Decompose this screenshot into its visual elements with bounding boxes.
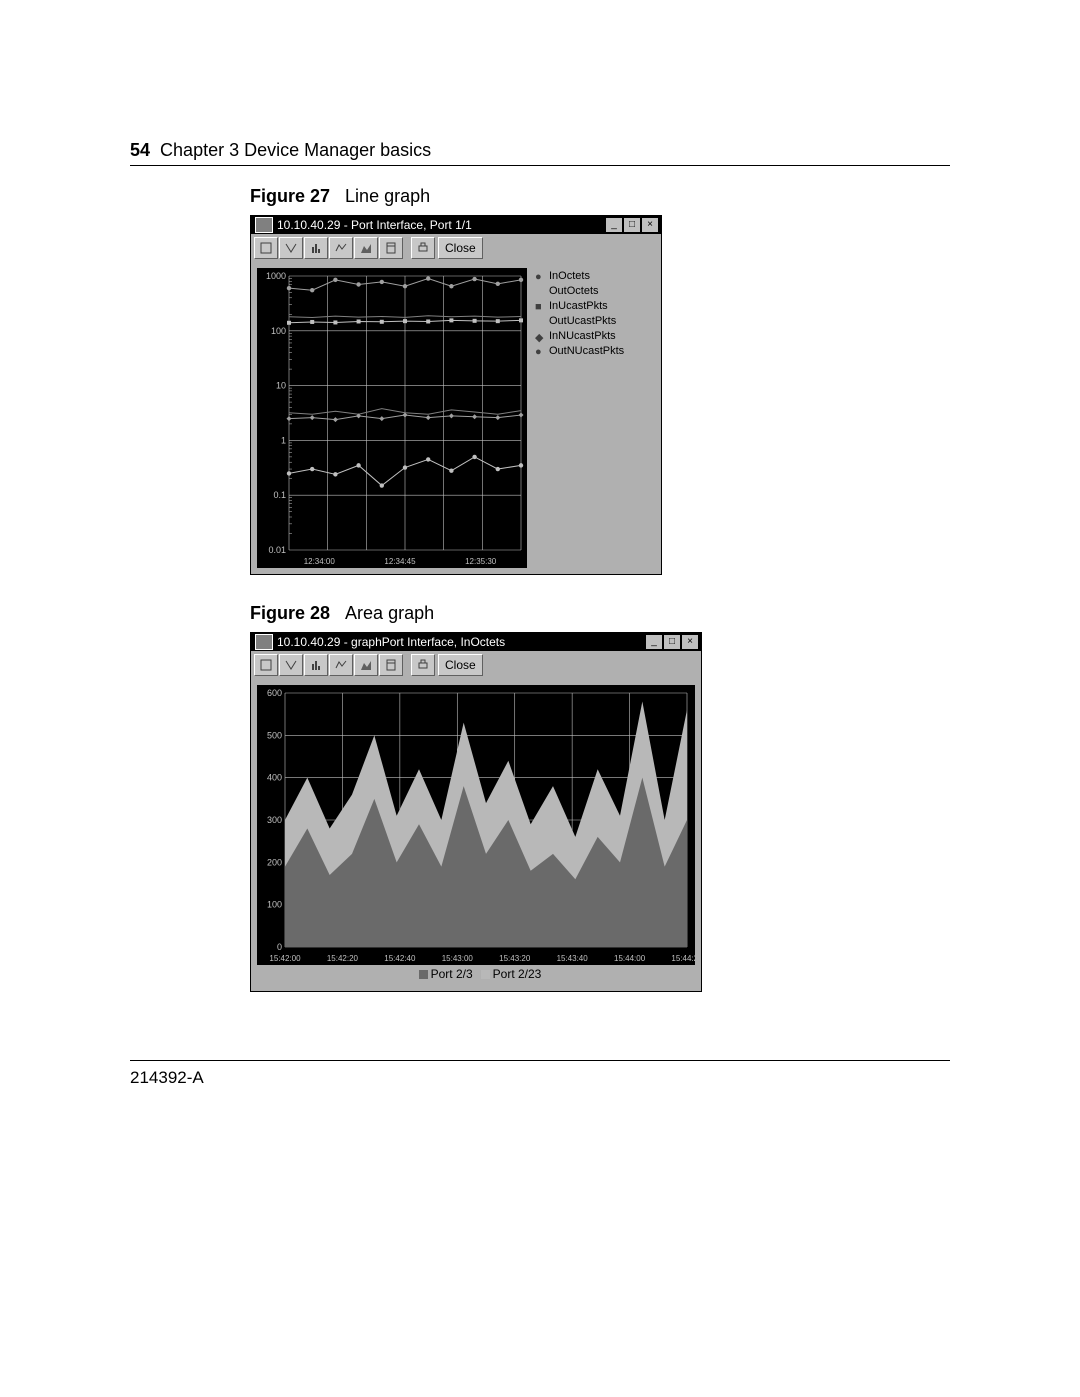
legend-label: Port 2/23: [493, 967, 542, 981]
toolbar-btn-6[interactable]: [379, 237, 403, 259]
footer-rule: [130, 1060, 950, 1061]
legend-item: ●OutNUcastPkts: [535, 344, 624, 358]
toolbar-btn-5[interactable]: [354, 654, 378, 676]
minimize-icon[interactable]: _: [605, 217, 623, 233]
area-chart: 0 100 200 300 400 500 600 15:42:00 15:42:20 15:42…: [257, 685, 695, 965]
area-chart-legend: Port 2/3 Port 2/23: [257, 965, 695, 985]
svg-text:0.01: 0.01: [268, 545, 286, 555]
svg-text:100: 100: [271, 326, 286, 336]
page-number: 54: [130, 140, 150, 160]
toolbar-btn-5[interactable]: [354, 237, 378, 259]
svg-text:15:42:40: 15:42:40: [384, 954, 416, 963]
svg-text:1000: 1000: [266, 271, 286, 281]
chapter-title: Chapter 3 Device Manager basics: [160, 140, 431, 160]
close-button[interactable]: Close: [438, 654, 483, 676]
svg-text:600: 600: [267, 688, 282, 698]
close-icon[interactable]: ×: [681, 634, 699, 650]
svg-text:15:44:20: 15:44:20: [671, 954, 695, 963]
figure27-label: Figure 27: [250, 186, 330, 206]
system-menu-icon[interactable]: [255, 217, 273, 233]
svg-text:500: 500: [267, 730, 282, 740]
toolbar: Close: [251, 234, 661, 262]
close-button[interactable]: Close: [438, 237, 483, 259]
toolbar: Close: [251, 651, 701, 679]
toolbar-btn-4[interactable]: [329, 237, 353, 259]
toolbar-btn-1[interactable]: [254, 237, 278, 259]
system-menu-icon[interactable]: [255, 634, 273, 650]
line-graph-window: 10.10.40.29 - Port Interface, Port 1/1 _…: [250, 215, 662, 575]
legend-item: OutOctets: [535, 284, 624, 298]
toolbar-btn-6[interactable]: [379, 654, 403, 676]
svg-text:200: 200: [267, 857, 282, 867]
document-number: 214392-A: [130, 1068, 204, 1088]
svg-text:0: 0: [277, 942, 282, 952]
legend-swatch: [419, 970, 428, 979]
svg-text:15:43:00: 15:43:00: [442, 954, 474, 963]
print-icon[interactable]: [411, 654, 435, 676]
svg-text:0.1: 0.1: [273, 490, 286, 500]
toolbar-btn-3[interactable]: [304, 237, 328, 259]
toolbar-btn-2[interactable]: [279, 654, 303, 676]
svg-text:12:35:30: 12:35:30: [465, 557, 497, 566]
toolbar-btn-1[interactable]: [254, 654, 278, 676]
toolbar-btn-4[interactable]: [329, 654, 353, 676]
print-icon[interactable]: [411, 237, 435, 259]
svg-text:15:44:00: 15:44:00: [614, 954, 646, 963]
titlebar: 10.10.40.29 - Port Interface, Port 1/1 _…: [251, 216, 661, 234]
window-title: 10.10.40.29 - Port Interface, Port 1/1: [277, 218, 472, 232]
svg-text:12:34:45: 12:34:45: [384, 557, 416, 566]
figure28-label: Figure 28: [250, 603, 330, 623]
legend-item: OutUcastPkts: [535, 314, 624, 328]
maximize-icon[interactable]: □: [623, 217, 641, 233]
svg-text:15:43:40: 15:43:40: [557, 954, 589, 963]
figure28-title: Area graph: [345, 603, 434, 623]
running-head: 54 Chapter 3 Device Manager basics: [130, 140, 950, 166]
svg-text:12:34:00: 12:34:00: [304, 557, 336, 566]
line-chart-legend: ●InOctetsOutOctets■InUcastPktsOutUcastPk…: [535, 268, 624, 359]
legend-item: ◆InNUcastPkts: [535, 329, 624, 343]
figure28-caption: Figure 28 Area graph: [250, 603, 950, 624]
legend-item: ■InUcastPkts: [535, 299, 624, 313]
svg-text:15:42:20: 15:42:20: [327, 954, 359, 963]
close-icon[interactable]: ×: [641, 217, 659, 233]
titlebar: 10.10.40.29 - graphPort Interface, InOct…: [251, 633, 701, 651]
window-title: 10.10.40.29 - graphPort Interface, InOct…: [277, 635, 505, 649]
figure27-caption: Figure 27 Line graph: [250, 186, 950, 207]
svg-text:1: 1: [281, 435, 286, 445]
legend-swatch: [481, 970, 490, 979]
area-graph-window: 10.10.40.29 - graphPort Interface, InOct…: [250, 632, 702, 992]
toolbar-btn-3[interactable]: [304, 654, 328, 676]
svg-text:15:42:00: 15:42:00: [269, 954, 301, 963]
svg-text:10: 10: [276, 381, 286, 391]
minimize-icon[interactable]: _: [645, 634, 663, 650]
maximize-icon[interactable]: □: [663, 634, 681, 650]
legend-label: Port 2/3: [431, 967, 473, 981]
figure27-title: Line graph: [345, 186, 430, 206]
svg-text:100: 100: [267, 900, 282, 910]
toolbar-btn-2[interactable]: [279, 237, 303, 259]
svg-text:15:43:20: 15:43:20: [499, 954, 531, 963]
line-chart: 1000 100 10 1 0.1 0.01 12:34:00 12:34:45 12:35:3…: [257, 268, 527, 568]
legend-item: ●InOctets: [535, 269, 624, 283]
svg-text:400: 400: [267, 773, 282, 783]
svg-text:300: 300: [267, 815, 282, 825]
